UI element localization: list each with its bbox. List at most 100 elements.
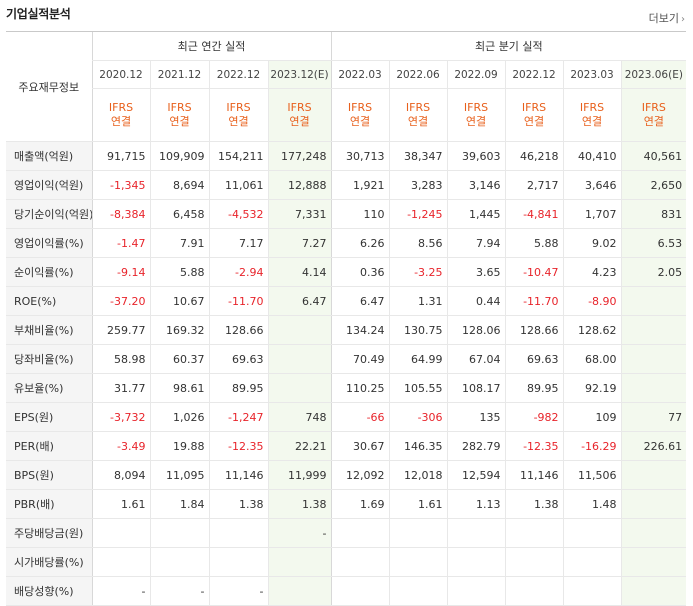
accounting-standard: IFRS 연결 xyxy=(562,88,622,142)
table-cell xyxy=(330,576,390,606)
table-cell xyxy=(620,315,687,345)
chevron-right-icon: › xyxy=(681,14,685,25)
table-cell: 19.88 xyxy=(149,431,209,461)
table-cell: 68.00 xyxy=(562,344,622,374)
table-cell: 40,410 xyxy=(562,141,622,171)
table-cell: - xyxy=(91,576,150,606)
table-cell: -3.25 xyxy=(388,257,448,287)
table-cell: 128.62 xyxy=(562,315,622,345)
table-row: PER(배) -3.49 19.88 -12.35 22.21 30.67 146.35 28… xyxy=(6,431,687,461)
table-cell xyxy=(504,576,564,606)
table-cell: 7.17 xyxy=(208,228,268,258)
row-label: 당기순이익(억원) xyxy=(6,199,92,229)
table-cell: 109,909 xyxy=(149,141,209,171)
table-cell xyxy=(267,344,332,374)
table-cell: 1.84 xyxy=(149,489,209,519)
table-cell: 282.79 xyxy=(446,431,506,461)
group-header-quarterly: 최근 분기 실적 xyxy=(330,31,687,61)
table-row: BPS(원) 8,094 11,095 11,146 11,999 12,092 12,01… xyxy=(6,460,687,490)
row-label: 유보율(%) xyxy=(6,373,92,403)
accounting-standard: IFRS 연결 xyxy=(208,88,268,142)
table-cell: 8,094 xyxy=(91,460,150,490)
table-cell: -16.29 xyxy=(562,431,622,461)
table-cell: -8,384 xyxy=(91,199,150,229)
table-row: EPS(원) -3,732 1,026 -1,247 748 -66 -306 135 -982… xyxy=(6,402,687,432)
accounting-standard: IFRS 연결 xyxy=(330,88,390,142)
table-cell: 105.55 xyxy=(388,373,448,403)
table-row: PBR(배) 1.61 1.84 1.38 1.38 1.69 1.61 1.13 1.38 1.… xyxy=(6,489,687,519)
table-cell xyxy=(620,576,687,606)
table-cell: 1.31 xyxy=(388,286,448,316)
table-cell: 226.61 xyxy=(620,431,687,461)
table-cell: 6.47 xyxy=(267,286,332,316)
table-cell xyxy=(620,344,687,374)
row-label: 주당배당금(원) xyxy=(6,518,92,548)
row-label: 영업이익률(%) xyxy=(6,228,92,258)
table-cell: 22.21 xyxy=(267,431,332,461)
table-cell: 11,506 xyxy=(562,460,622,490)
table-cell: 130.75 xyxy=(388,315,448,345)
consolidation-label: 연결 xyxy=(169,115,190,128)
table-cell xyxy=(388,547,448,577)
table-row: 영업이익률(%) -1.47 7.91 7.17 7.27 6.26 8.56 7.94 5.8… xyxy=(6,228,687,258)
table-cell: 7.27 xyxy=(267,228,332,258)
consolidation-label: 연결 xyxy=(581,115,603,128)
period-header-row: 2020.12 2021.12 2022.12 2023.12(E) 2022.03 20… xyxy=(6,60,687,89)
table-cell: 6.26 xyxy=(330,228,390,258)
table-cell: -12.35 xyxy=(504,431,564,461)
table-cell: 1,921 xyxy=(330,170,390,200)
period-header: 2021.12 xyxy=(149,60,209,89)
table-cell: 5.88 xyxy=(504,228,564,258)
table-cell: 831 xyxy=(620,199,687,229)
period-header: 2022.06 xyxy=(388,60,448,89)
table-cell xyxy=(620,518,687,548)
consolidation-label: 연결 xyxy=(110,115,132,128)
table-cell: 40,561 xyxy=(620,141,687,171)
table-cell: 89.95 xyxy=(208,373,268,403)
table-cell: -12.35 xyxy=(208,431,268,461)
table-cell xyxy=(446,547,506,577)
more-link[interactable]: 더보기 › xyxy=(649,10,685,26)
table-cell xyxy=(267,315,332,345)
table-cell: 1,445 xyxy=(446,199,506,229)
row-label: PBR(배) xyxy=(6,489,92,519)
row-label: 부채비율(%) xyxy=(6,315,92,345)
table-cell: -1.47 xyxy=(91,228,150,258)
table-cell xyxy=(267,373,332,403)
table-cell: 1.38 xyxy=(208,489,268,519)
table-row: 배당성향(%) - - - xyxy=(6,576,687,606)
table-cell: - xyxy=(267,518,332,548)
table-cell: -11.70 xyxy=(504,286,564,316)
table-cell xyxy=(446,576,506,606)
accounting-standard-label: IFRS xyxy=(641,101,666,114)
table-cell: 0.44 xyxy=(446,286,506,316)
row-label: 당좌비율(%) xyxy=(6,344,92,374)
period-header: 2020.12 xyxy=(91,60,150,89)
table-cell: 30.67 xyxy=(330,431,390,461)
table-cell: 89.95 xyxy=(504,373,564,403)
consolidation-label: 연결 xyxy=(643,115,664,128)
table-cell: 5.88 xyxy=(149,257,209,287)
financial-table: 주요재무정보 최근 연간 실적 최근 분기 실적 2020.12 2021.12 2022… xyxy=(6,31,687,606)
accounting-standard-label: IFRS xyxy=(347,101,373,114)
accounting-standard-label: IFRS xyxy=(167,101,192,114)
table-cell: 12,594 xyxy=(446,460,506,490)
table-cell: 1,707 xyxy=(562,199,622,229)
row-label: 영업이익(억원) xyxy=(6,170,92,200)
table-cell: 169.32 xyxy=(149,315,209,345)
table-cell: 70.49 xyxy=(330,344,390,374)
table-cell: 60.37 xyxy=(149,344,209,374)
table-row: 시가배당률(%) xyxy=(6,547,687,577)
consolidation-label: 연결 xyxy=(407,115,429,128)
table-cell: 11,061 xyxy=(208,170,268,200)
table-cell: -9.14 xyxy=(91,257,150,287)
table-cell: 146.35 xyxy=(388,431,448,461)
accounting-standard-label: IFRS xyxy=(226,101,251,114)
table-cell: -306 xyxy=(388,402,448,432)
table-row: 부채비율(%) 259.77 169.32 128.66 134.24 130.75 128… xyxy=(6,315,687,345)
accounting-standard: IFRS 연결 xyxy=(620,88,687,142)
consolidation-label: 연결 xyxy=(228,115,249,128)
table-cell: 0.36 xyxy=(330,257,390,287)
row-label: BPS(원) xyxy=(6,460,92,490)
group-header-row: 주요재무정보 최근 연간 실적 최근 분기 실적 xyxy=(6,31,687,142)
